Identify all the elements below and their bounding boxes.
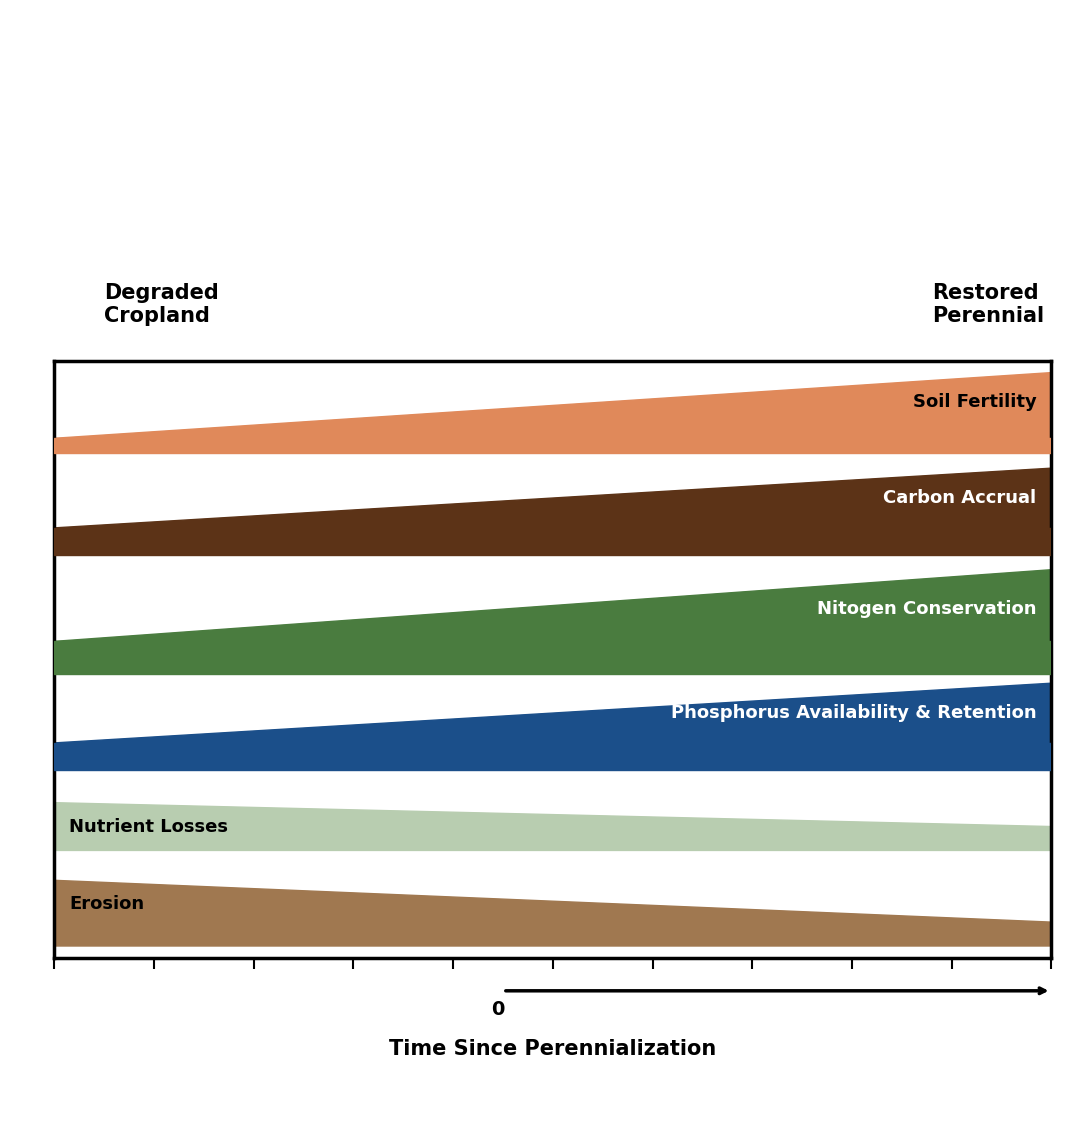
Polygon shape [54,641,1051,674]
Polygon shape [54,468,1051,552]
Polygon shape [54,527,1051,554]
Text: Nutrient Losses: Nutrient Losses [69,817,228,835]
Polygon shape [54,438,1051,453]
Text: Erosion: Erosion [69,895,144,913]
Text: Phosphorus Availability & Retention: Phosphorus Availability & Retention [671,704,1036,722]
Text: Restored
Perennial: Restored Perennial [932,283,1044,326]
Polygon shape [54,683,1051,766]
Polygon shape [54,880,1051,946]
Text: Nitogen Conservation: Nitogen Conservation [817,600,1036,618]
Polygon shape [54,569,1051,672]
Text: Soil Fertility: Soil Fertility [913,393,1036,411]
Text: 0: 0 [491,1000,505,1019]
Text: Degraded
Cropland: Degraded Cropland [104,283,219,326]
Polygon shape [54,743,1051,770]
Polygon shape [54,373,1051,450]
Polygon shape [54,802,1051,851]
Text: Time Since Perennialization: Time Since Perennialization [389,1039,717,1058]
Text: Carbon Accrual: Carbon Accrual [883,489,1036,507]
